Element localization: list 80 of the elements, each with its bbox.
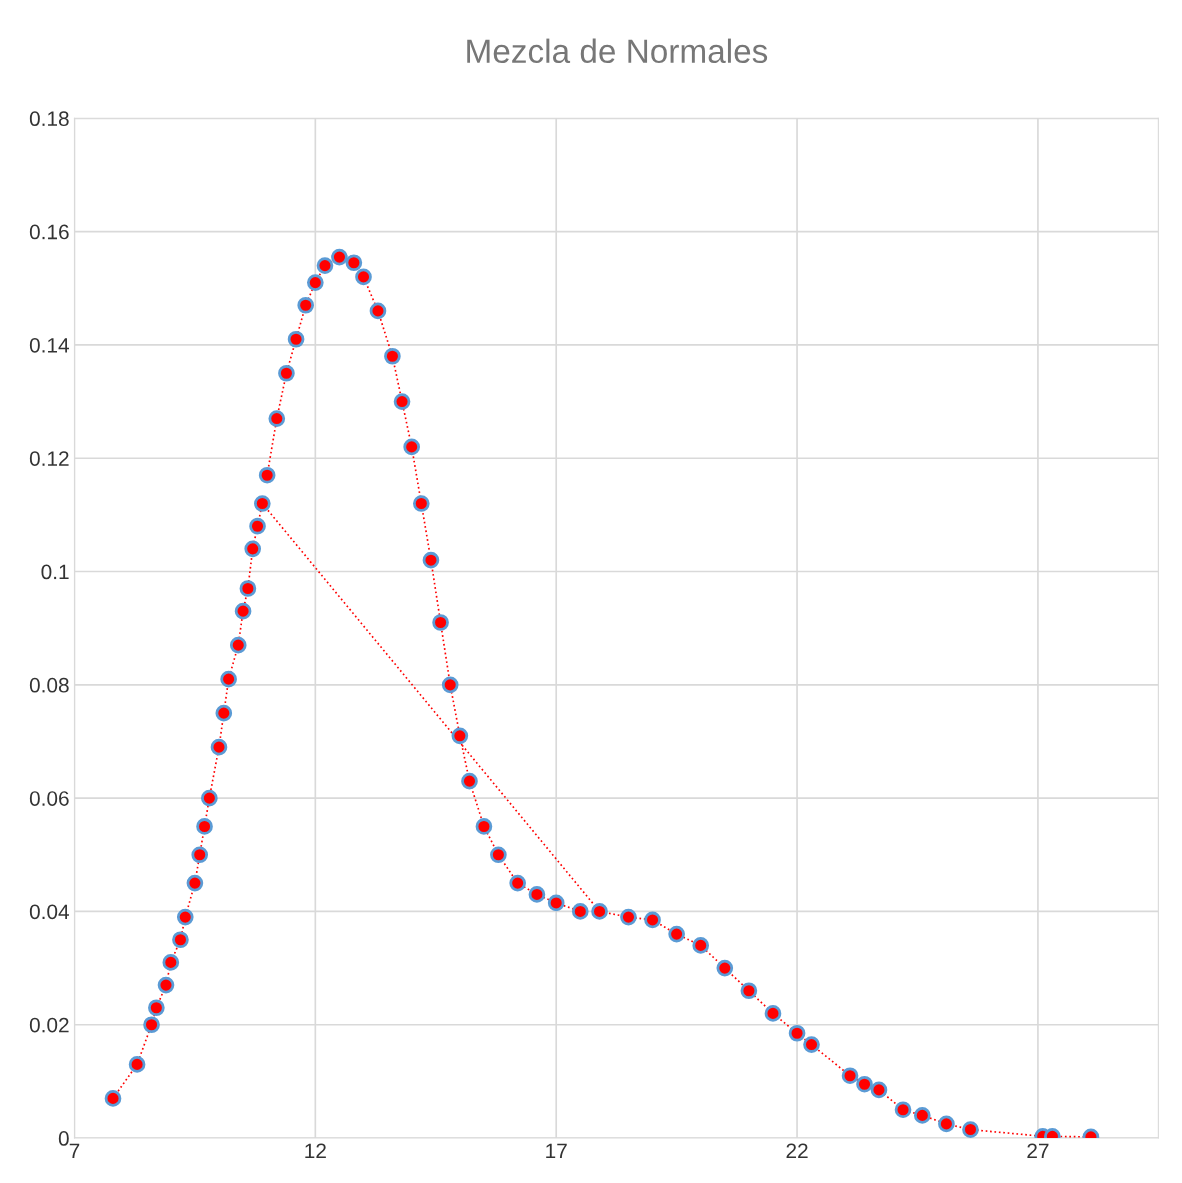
y-tick-label: 0.08 — [29, 677, 69, 693]
point — [547, 894, 565, 912]
y-tick-label: 0.02 — [29, 1017, 69, 1033]
point — [196, 818, 213, 835]
point — [143, 1016, 160, 1034]
point — [331, 248, 348, 266]
point — [172, 931, 189, 949]
point — [716, 959, 734, 977]
point — [461, 772, 478, 790]
point — [441, 676, 459, 694]
point — [128, 1056, 146, 1073]
point — [384, 347, 401, 365]
point — [644, 911, 661, 929]
point — [254, 495, 271, 512]
point — [591, 903, 608, 920]
point — [692, 937, 710, 954]
point — [412, 495, 430, 512]
point — [355, 268, 372, 286]
point — [962, 1121, 979, 1138]
point — [307, 274, 324, 291]
point — [268, 410, 286, 427]
point — [249, 517, 266, 535]
point — [803, 1036, 820, 1053]
point — [104, 1090, 122, 1107]
point — [393, 393, 411, 410]
point — [788, 1024, 806, 1042]
point — [239, 580, 257, 597]
x-tick-label: 12 — [305, 1143, 326, 1158]
point — [870, 1081, 888, 1099]
point — [201, 789, 218, 807]
point — [157, 976, 175, 994]
point — [234, 602, 252, 620]
y-tick-label: 0.14 — [29, 337, 69, 353]
point — [490, 846, 507, 864]
point — [764, 1005, 782, 1022]
point — [287, 330, 305, 348]
point — [191, 846, 209, 864]
point — [162, 954, 180, 971]
point — [509, 874, 526, 892]
point — [938, 1115, 955, 1133]
point — [215, 704, 233, 722]
point — [403, 438, 421, 456]
point — [297, 296, 315, 314]
point — [316, 257, 334, 274]
y-tick-label: 0.16 — [29, 224, 69, 240]
point — [856, 1075, 873, 1093]
y-tick-label: 0.18 — [29, 111, 69, 127]
point — [451, 727, 469, 745]
point — [668, 925, 685, 943]
point — [571, 903, 589, 920]
point — [369, 302, 387, 320]
x-tick-label: 7 — [69, 1143, 80, 1158]
point — [210, 738, 228, 756]
point — [229, 636, 247, 654]
point — [176, 908, 194, 926]
point — [913, 1107, 931, 1124]
y-tick-label: 0.12 — [29, 451, 69, 466]
y-tick-label: 0.1 — [41, 564, 69, 580]
x-tick-label: 17 — [546, 1143, 567, 1158]
y-tick-label: 0 — [58, 1131, 69, 1146]
x-tick-label: 22 — [786, 1143, 808, 1158]
point — [220, 670, 237, 688]
point — [345, 254, 363, 272]
point — [148, 999, 165, 1017]
point — [740, 982, 758, 1000]
point — [244, 540, 262, 558]
point — [841, 1067, 859, 1085]
x-tick-label: 27 — [1027, 1143, 1049, 1158]
point — [894, 1101, 912, 1119]
point — [475, 818, 493, 835]
y-tick-label: 0.04 — [29, 904, 69, 920]
point — [258, 466, 276, 484]
chart-title: Mezcla de Normales — [467, 38, 768, 64]
point — [620, 908, 637, 926]
point — [432, 614, 449, 631]
point — [278, 364, 295, 382]
point — [528, 886, 546, 903]
point — [186, 874, 204, 892]
point — [422, 551, 440, 569]
y-tick-label: 0.06 — [29, 791, 69, 806]
